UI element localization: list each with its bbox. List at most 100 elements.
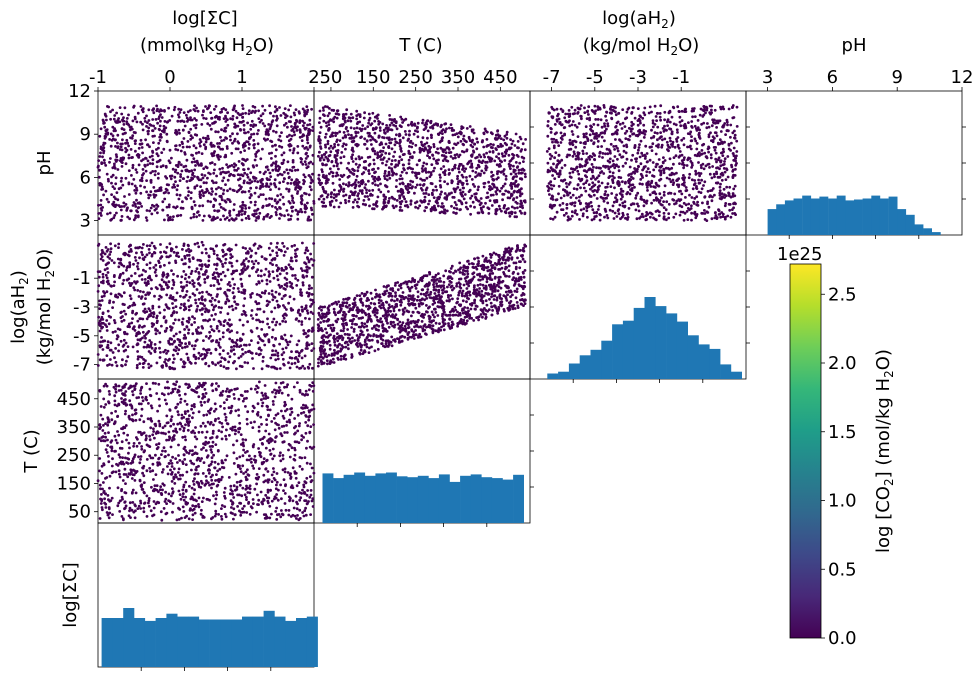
scatter-ph-vs-logc-point: [176, 148, 180, 152]
scatter-ph-vs-logc-point: [230, 217, 234, 221]
scatter-ph-vs-logc-point: [165, 188, 169, 192]
scatter-ph-vs-logah2-point: [585, 152, 589, 155]
scatter-ph-vs-logah2-point: [562, 213, 566, 217]
scatter-logah2-vs-logc-point: [141, 366, 145, 369]
scatter-ph-vs-t-point: [471, 138, 474, 142]
scatter-ph-vs-logah2-point: [716, 166, 720, 170]
scatter-ph-vs-logc-point: [268, 104, 271, 108]
scatter-ph-vs-logah2-point: [718, 189, 722, 193]
scatter-ph-vs-logc-point: [122, 116, 125, 119]
scatter-logah2-vs-logc-point: [123, 303, 126, 306]
scatter-ph-vs-t-point: [403, 204, 407, 208]
scatter-ph-vs-t-point: [367, 179, 370, 183]
scatter-ph-vs-logah2-point: [678, 190, 681, 193]
scatter-ph-vs-t-point: [328, 172, 331, 176]
scatter-ph-vs-t-point: [436, 147, 439, 151]
scatter-ph-vs-logc-point: [139, 184, 142, 188]
scatter-ph-vs-logc-point: [139, 138, 143, 142]
scatter-ph-vs-logc-point: [299, 157, 303, 160]
scatter-ph-vs-logc-point: [268, 197, 271, 200]
top-tick-label: 2: [308, 67, 319, 88]
scatter-ph-vs-logc-point: [228, 214, 232, 217]
scatter-ph-vs-logc-point: [217, 158, 221, 161]
scatter-ph-vs-logc-point: [221, 192, 225, 196]
scatter-ph-vs-logc-point: [222, 207, 225, 211]
scatter-ph-vs-logah2-point: [582, 186, 586, 190]
scatter-logah2-vs-logc-point: [96, 364, 100, 367]
scatter-logah2-vs-logc-point: [96, 353, 100, 356]
scatter-ph-vs-t-point: [326, 157, 329, 161]
scatter-ph-vs-t-point: [358, 127, 362, 131]
scatter-ph-vs-logc-point: [99, 127, 103, 131]
scatter-ph-vs-logc-point: [291, 159, 295, 162]
scatter-ph-vs-logc-point: [122, 156, 126, 160]
scatter-ph-vs-logah2-point: [583, 106, 586, 110]
scatter-ph-vs-logah2-point: [611, 181, 615, 185]
scatter-ph-vs-t-point: [449, 155, 453, 158]
scatter-ph-vs-logah2-point: [568, 171, 572, 175]
scatter-ph-vs-t-point: [453, 133, 457, 137]
scatter-ph-vs-logc-point: [152, 186, 156, 189]
scatter-ph-vs-logah2-point: [565, 203, 569, 207]
scatter-ph-vs-t-point: [518, 135, 522, 139]
scatter-ph-vs-logc-point: [258, 120, 262, 124]
scatter-ph-vs-logc-point: [162, 130, 165, 134]
scatter-logah2-vs-logc-point: [234, 243, 238, 247]
scatter-ph-vs-t-point: [330, 170, 333, 174]
scatter-ph-vs-logc-point: [163, 197, 167, 201]
scatter-ph-vs-t-point: [317, 181, 321, 185]
scatter-ph-vs-t-point: [520, 168, 523, 172]
scatter-ph-vs-logah2-point: [639, 139, 643, 143]
scatter-ph-vs-logah2-point: [595, 197, 599, 200]
scatter-ph-vs-logc-point: [283, 177, 286, 181]
scatter-ph-vs-logc-point: [237, 210, 241, 214]
scatter-ph-vs-logah2-point: [690, 166, 693, 169]
scatter-logah2-vs-logc-point: [216, 278, 220, 282]
scatter-ph-vs-logah2-point: [576, 183, 580, 187]
scatter-ph-vs-t-point: [485, 145, 489, 148]
scatter-ph-vs-logc-point: [249, 200, 253, 204]
scatter-ph-vs-logah2-point: [727, 192, 731, 196]
scatter-ph-vs-t-point: [379, 182, 382, 186]
scatter-ph-vs-t-point: [505, 136, 509, 140]
scatter-ph-vs-logah2-point: [568, 153, 571, 157]
scatter-ph-vs-logc-point: [300, 139, 304, 143]
scatter-ph-vs-logc-point: [274, 148, 278, 152]
scatter-ph-vs-logc-point: [192, 157, 196, 161]
top-tick-label: 250: [398, 67, 432, 88]
scatter-logah2-vs-logc-point: [274, 290, 278, 294]
scatter-ph-vs-t-point: [413, 124, 417, 127]
scatter-ph-vs-logah2-point: [594, 118, 598, 121]
scatter-ph-vs-logah2-point: [625, 129, 629, 133]
scatter-ph-vs-t-point: [331, 181, 335, 185]
scatter-ph-vs-logah2-point: [667, 216, 671, 220]
scatter-logah2-vs-logc-point: [165, 255, 169, 259]
scatter-ph-vs-t-point: [368, 189, 371, 193]
scatter-ph-vs-t-point: [443, 196, 447, 200]
scatter-ph-vs-t-point: [317, 173, 321, 177]
scatter-ph-vs-logah2-point: [565, 211, 568, 215]
scatter-ph-vs-logc-point: [236, 167, 240, 170]
scatter-ph-vs-logc-point: [158, 124, 162, 128]
scatter-ph-vs-t-point: [350, 140, 354, 144]
scatter-ph-vs-t-point: [462, 143, 465, 147]
scatter-ph-vs-logc-point: [131, 134, 135, 138]
scatter-ph-vs-logah2-point: [578, 195, 581, 199]
scatter-ph-vs-logah2-point: [706, 189, 710, 193]
scatter-ph-vs-logc-point: [229, 117, 233, 121]
scatter-ph-vs-t-point: [335, 164, 339, 168]
scatter-ph-vs-logah2-point: [593, 158, 596, 161]
scatter-logah2-vs-logc-point: [282, 254, 286, 257]
scatter-ph-vs-t-point: [363, 142, 367, 146]
scatter-logah2-vs-logc-point: [106, 340, 110, 344]
scatter-ph-vs-logc-point: [99, 214, 103, 217]
scatter-ph-vs-logah2-point: [669, 191, 673, 195]
scatter-ph-vs-logc-point: [177, 115, 181, 119]
scatter-ph-vs-t-point: [322, 176, 326, 179]
scatter-ph-vs-logc-point: [139, 105, 143, 108]
scatter-ph-vs-t-point: [464, 201, 468, 205]
scatter-ph-vs-logc-point: [274, 211, 278, 214]
scatter-ph-vs-logah2-point: [605, 196, 608, 200]
scatter-ph-vs-logc-point: [103, 134, 107, 138]
scatter-ph-vs-t-point: [367, 118, 371, 122]
